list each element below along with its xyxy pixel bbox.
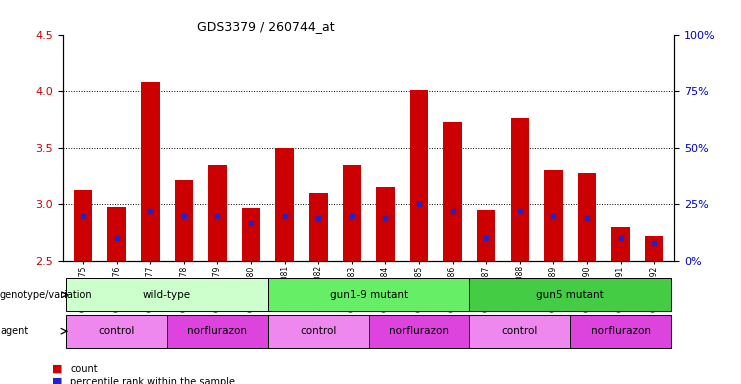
Text: norflurazon: norflurazon <box>591 326 651 336</box>
Bar <box>477 210 496 261</box>
Bar <box>167 315 268 348</box>
Text: gun5 mutant: gun5 mutant <box>536 290 604 300</box>
Bar <box>107 207 126 261</box>
Text: norflurazon: norflurazon <box>389 326 449 336</box>
Bar <box>208 165 227 261</box>
Bar <box>276 148 294 261</box>
Bar <box>67 278 268 311</box>
Bar <box>67 315 167 348</box>
Text: count: count <box>70 364 98 374</box>
Text: control: control <box>300 326 336 336</box>
Bar <box>268 315 369 348</box>
Bar <box>74 190 93 261</box>
Text: agent: agent <box>0 326 28 336</box>
Bar <box>368 315 469 348</box>
Bar <box>309 193 328 261</box>
Bar <box>175 180 193 261</box>
Text: percentile rank within the sample: percentile rank within the sample <box>70 377 236 384</box>
Bar <box>141 82 159 261</box>
Text: norflurazon: norflurazon <box>187 326 247 336</box>
Bar <box>578 173 597 261</box>
Bar <box>242 208 260 261</box>
Bar <box>469 315 570 348</box>
Text: ■: ■ <box>52 377 62 384</box>
Bar <box>268 278 469 311</box>
Bar <box>611 227 630 261</box>
Text: control: control <box>502 326 538 336</box>
Bar <box>376 187 395 261</box>
Bar <box>469 278 671 311</box>
Bar <box>443 122 462 261</box>
Bar <box>570 315 671 348</box>
Text: wild-type: wild-type <box>143 290 191 300</box>
Bar <box>544 170 562 261</box>
Text: gun1-9 mutant: gun1-9 mutant <box>330 290 408 300</box>
Bar <box>511 118 529 261</box>
Bar <box>645 236 663 261</box>
Text: GDS3379 / 260744_at: GDS3379 / 260744_at <box>197 20 335 33</box>
Bar <box>410 90 428 261</box>
Text: control: control <box>99 326 135 336</box>
Text: ■: ■ <box>52 364 62 374</box>
Text: genotype/variation: genotype/variation <box>0 290 93 300</box>
Bar <box>342 165 361 261</box>
